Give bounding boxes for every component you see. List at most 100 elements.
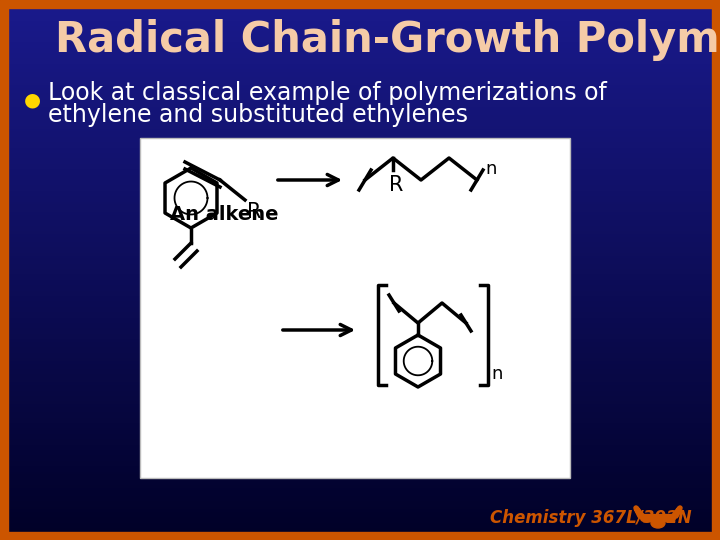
Bar: [0, 437, 720, 440]
Bar: [0, 518, 720, 521]
Bar: [0, 259, 720, 262]
Bar: [0, 310, 720, 313]
Bar: [0, 497, 720, 500]
Bar: [0, 408, 720, 410]
Bar: [0, 32, 720, 35]
Bar: [0, 405, 720, 408]
Bar: [0, 138, 720, 140]
Bar: [0, 89, 720, 92]
Bar: [0, 200, 720, 202]
Bar: [0, 92, 720, 94]
Bar: [0, 481, 720, 483]
Bar: [0, 254, 720, 256]
Bar: [0, 340, 720, 343]
Bar: [0, 49, 720, 51]
Bar: [0, 40, 720, 43]
Bar: [0, 235, 720, 238]
Bar: [0, 19, 720, 22]
Bar: [0, 532, 720, 535]
Text: ethylene and substituted ethylenes: ethylene and substituted ethylenes: [48, 103, 468, 127]
Bar: [0, 111, 720, 113]
Bar: [0, 38, 720, 40]
Text: Radical Chain-Growth Polymers: Radical Chain-Growth Polymers: [55, 19, 720, 61]
Bar: [0, 216, 720, 219]
Bar: [0, 440, 720, 443]
Bar: [0, 373, 720, 375]
Bar: [0, 462, 720, 464]
Text: R: R: [247, 202, 261, 222]
Bar: [0, 429, 720, 432]
Bar: [0, 122, 720, 124]
Bar: [0, 181, 720, 184]
Bar: [0, 381, 720, 383]
Bar: [0, 389, 720, 392]
Bar: [0, 486, 720, 489]
Bar: [0, 205, 720, 208]
Bar: [0, 27, 720, 30]
Text: n: n: [485, 160, 496, 178]
Text: Chemistry 367L/392N: Chemistry 367L/392N: [490, 509, 692, 527]
Bar: [0, 0, 720, 3]
Bar: [0, 470, 720, 472]
Bar: [0, 313, 720, 316]
Bar: [0, 478, 720, 481]
Bar: [0, 521, 720, 524]
Bar: [0, 424, 720, 427]
Bar: [0, 392, 720, 394]
Bar: [0, 192, 720, 194]
Bar: [0, 413, 720, 416]
Bar: [0, 78, 720, 81]
Bar: [0, 375, 720, 378]
Bar: [0, 135, 720, 138]
Bar: [0, 113, 720, 116]
Bar: [0, 46, 720, 49]
Bar: [0, 508, 720, 510]
Bar: [0, 294, 720, 297]
Bar: [0, 262, 720, 265]
Bar: [0, 230, 720, 232]
Bar: [0, 219, 720, 221]
Bar: [0, 105, 720, 108]
Bar: [0, 94, 720, 97]
Bar: [0, 446, 720, 448]
Bar: [0, 35, 720, 38]
Bar: [0, 159, 720, 162]
Bar: [0, 197, 720, 200]
Bar: [0, 165, 720, 167]
Bar: [0, 321, 720, 324]
Bar: [0, 76, 720, 78]
Bar: [0, 289, 720, 292]
Bar: [0, 319, 720, 321]
Bar: [0, 148, 720, 151]
Bar: [0, 213, 720, 216]
Bar: [0, 273, 720, 275]
Bar: [0, 0, 720, 8]
Text: Look at classical example of polymerizations of: Look at classical example of polymerizat…: [48, 81, 607, 105]
Bar: [0, 119, 720, 122]
Bar: [0, 364, 720, 367]
Bar: [0, 57, 720, 59]
Bar: [0, 157, 720, 159]
Bar: [0, 240, 720, 243]
Bar: [0, 416, 720, 418]
Bar: [0, 73, 720, 76]
Bar: [0, 359, 720, 362]
Bar: [0, 367, 720, 370]
Bar: [0, 84, 720, 86]
Bar: [0, 103, 720, 105]
Bar: [0, 248, 720, 251]
Text: An alkene: An alkene: [170, 206, 279, 225]
Bar: [0, 176, 720, 178]
Bar: [0, 346, 720, 348]
Bar: [0, 146, 720, 148]
Bar: [0, 302, 720, 305]
Bar: [0, 335, 720, 338]
Bar: [0, 338, 720, 340]
Bar: [0, 354, 720, 356]
Bar: [0, 524, 720, 526]
Bar: [0, 356, 720, 359]
Bar: [0, 275, 720, 278]
Bar: [0, 383, 720, 386]
Bar: [0, 232, 720, 235]
Bar: [0, 267, 720, 270]
